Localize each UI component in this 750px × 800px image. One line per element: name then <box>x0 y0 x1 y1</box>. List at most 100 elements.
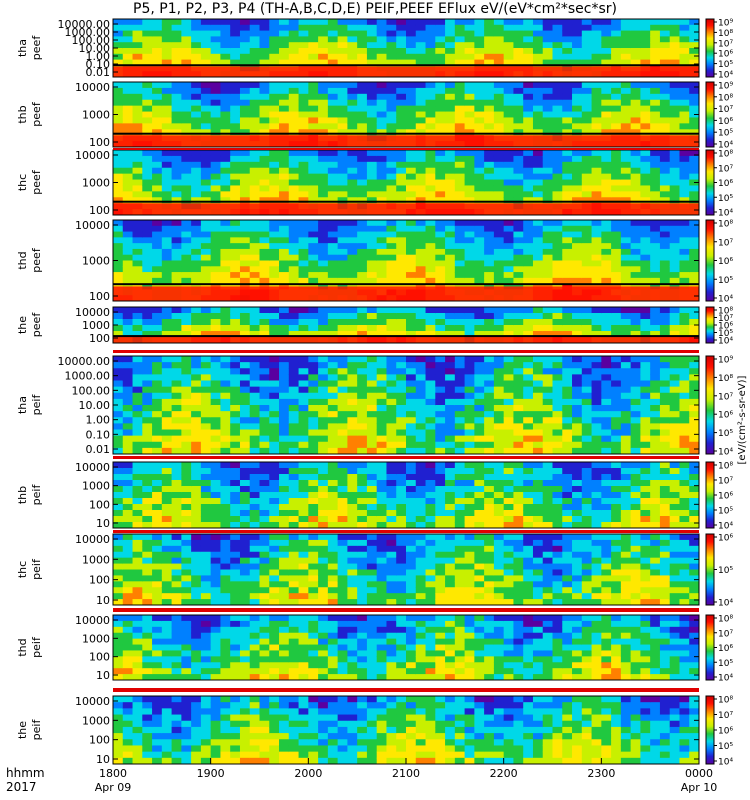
colorbar-tick-label: 10⁶ <box>718 257 733 267</box>
colorbar-unit-label: [eV/(cm²-s-sr-eV)] <box>737 375 748 464</box>
heatmap-0 <box>113 19 699 77</box>
colorbar-tick-label: 10⁶ <box>718 117 733 127</box>
y-tick-label: 100 <box>89 574 110 587</box>
colorbar <box>705 695 715 765</box>
time-tick-date: Apr 09 <box>95 781 132 794</box>
time-tick-hhmm: 2100 <box>392 767 420 780</box>
colorbar-tick-label: 10⁸ <box>718 220 733 230</box>
panel-thb-peif: 10000 1000 100 10 thb peif 10⁸ 10⁷ 10⁶ 10⁵ 10⁴ <box>16 461 733 532</box>
colorbar-tick-label: 10⁵ <box>718 742 733 752</box>
y-tick-label: 1000 <box>82 553 110 566</box>
y-tick-label: 10.00 <box>79 399 111 412</box>
colorbar-tick-label: 10⁴ <box>718 295 733 305</box>
y-tick-label: 10 <box>96 594 110 607</box>
y-tick-label: 100 <box>89 204 110 217</box>
y-axis-label-spacecraft: thb <box>16 105 29 123</box>
colorbar-tick-label: 10⁸ <box>718 696 733 706</box>
y-tick-label: 1.00 <box>86 50 111 63</box>
colorbar-tick-label: 10⁷ <box>718 238 733 248</box>
colorbar <box>705 461 715 529</box>
colorbar-tick-label: 10⁸ <box>718 462 733 472</box>
y-tick-label: 1000 <box>82 109 110 122</box>
heatmap-1 <box>113 82 699 147</box>
panels-group: 10000.001000.00100.0010.001.000.100.01th… <box>16 18 733 768</box>
heatmap-2 <box>113 150 699 215</box>
y-tick-label: 10000 <box>75 695 110 708</box>
y-tick-label: 10000 <box>75 614 110 627</box>
y-tick-label: 100.00 <box>72 384 111 397</box>
colorbar-tick-label: 10⁴ <box>718 209 733 219</box>
y-axis-label-product: peif <box>30 719 43 741</box>
colorbar-tick-label: 10⁴ <box>718 674 733 684</box>
y-tick-label: 0.10 <box>86 428 111 441</box>
y-tick-label: 10 <box>96 753 110 766</box>
colorbar-tick-label: 10⁴ <box>718 337 733 347</box>
flag-bar <box>113 148 699 150</box>
colorbar-tick-label: 10⁹ <box>718 82 733 92</box>
y-tick-label: 100 <box>89 290 110 303</box>
y-tick-label: 0.01 <box>86 443 111 456</box>
y-axis-label-spacecraft: tha <box>16 39 29 57</box>
time-tick-date: Apr 10 <box>681 781 718 794</box>
flag-bar <box>113 456 699 459</box>
y-tick-label: 1000 <box>82 714 110 727</box>
colorbar-tick-label: 10⁴ <box>718 522 733 532</box>
y-tick-label: 10000 <box>75 219 110 232</box>
flag-bar <box>113 608 699 612</box>
colorbar <box>705 614 715 681</box>
heatmap-3 <box>113 220 699 301</box>
y-axis-label-spacecraft: thc <box>16 561 29 578</box>
y-axis-label-spacecraft: thd <box>16 638 29 656</box>
colorbar-tick-label: 10⁸ <box>718 615 733 625</box>
y-tick-label: 10000 <box>75 306 110 319</box>
flag-bar <box>113 350 699 353</box>
colorbar-tick-label: 10⁴ <box>718 141 733 151</box>
figure-title: P5, P1, P2, P3, P4 (TH-A,B,C,D,E) PEIF,P… <box>133 1 617 17</box>
y-tick-label: 100 <box>89 498 110 511</box>
time-axis-year-label: 2017 <box>6 780 37 794</box>
y-axis-label-product: peif <box>30 394 43 416</box>
panel-frame <box>112 533 700 606</box>
y-tick-label: 100 <box>89 734 110 747</box>
colorbar-tick-label: 10⁴ <box>718 448 733 458</box>
colorbar-tick-label: 10⁵ <box>718 60 733 70</box>
y-tick-label: 10 <box>96 517 110 530</box>
colorbar <box>705 149 715 216</box>
heatmap-7 <box>113 534 699 605</box>
colorbar-tick-label: 10⁶ <box>718 411 733 421</box>
heatmap-6 <box>113 462 699 528</box>
y-tick-label: 10000 <box>75 81 110 94</box>
colorbar <box>705 533 715 606</box>
colorbar-tick-label: 10⁵ <box>718 507 733 517</box>
panel-frame <box>112 614 700 681</box>
y-tick-label: 10000.00 <box>58 18 111 31</box>
flag-bar <box>113 688 699 692</box>
colorbar-tick-label: 10⁵ <box>718 194 733 204</box>
colorbar-tick-label: 10⁶ <box>718 179 733 189</box>
y-tick-label: 1000.00 <box>65 370 111 383</box>
time-axis-hhmm-label: hhmm <box>6 766 45 780</box>
colorbar <box>705 355 715 455</box>
y-tick-label: 0.01 <box>86 66 111 79</box>
panel-thc-peif: 10000 1000 100 10 thc peif 10⁶ 10⁵ 10⁴ <box>16 533 733 609</box>
colorbar <box>705 18 715 78</box>
y-axis-label-product: peif <box>30 484 43 506</box>
time-tick-hhmm: 2200 <box>490 767 518 780</box>
y-tick-label: 1000 <box>82 319 110 332</box>
time-tick-hhmm: 2300 <box>587 767 615 780</box>
y-tick-label: 100 <box>89 136 110 149</box>
colorbar-tick-label: 10⁷ <box>718 392 733 402</box>
time-tick-hhmm: 1800 <box>99 767 127 780</box>
panel-thd-peef: 10000 1000 100 thd peef 10⁸ 10⁷ 10⁶ 10⁵ 10⁴ <box>16 219 733 305</box>
y-tick-label: 1000 <box>82 632 110 645</box>
y-tick-label: 100.00 <box>72 34 111 47</box>
y-axis-label-spacecraft: the <box>16 721 29 739</box>
colorbar-tick-label: 10⁵ <box>718 129 733 139</box>
colorbar-tick-label: 10⁵ <box>718 276 733 286</box>
colorbar-tick-label: 10⁷ <box>718 477 733 487</box>
y-tick-label: 10.00 <box>79 42 111 55</box>
